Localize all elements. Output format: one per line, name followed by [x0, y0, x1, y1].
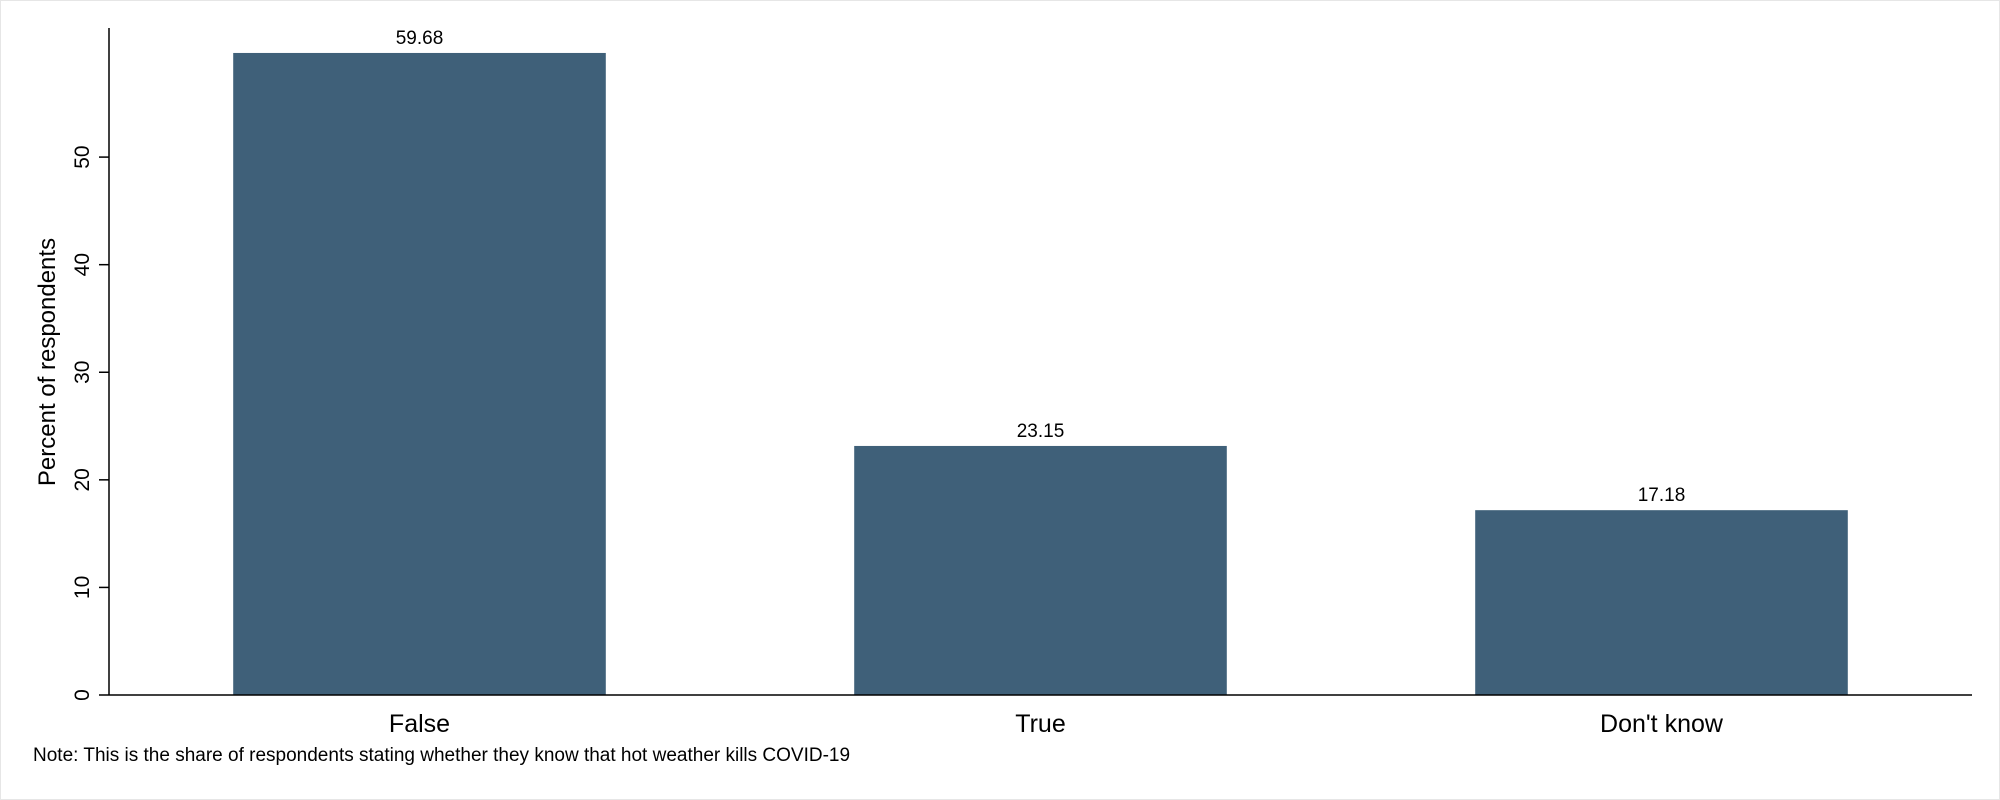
y-axis-title: Percent of respondents	[34, 238, 61, 486]
x-category-label: True	[1015, 710, 1065, 738]
value-labels: 59.68 23.15 17.18	[396, 28, 1686, 506]
bar-value-label: 59.68	[396, 28, 444, 49]
y-tick-label: 10	[71, 576, 94, 599]
bars	[233, 52, 1848, 695]
y-axis-ticks: 0 10 20 30 40 50	[71, 145, 109, 701]
bar	[1475, 510, 1848, 695]
y-tick-label: 0	[71, 689, 94, 701]
bar	[854, 445, 1227, 695]
x-category-label: Don't know	[1600, 710, 1724, 738]
bar	[233, 52, 606, 695]
bar-value-label: 23.15	[1017, 421, 1065, 442]
y-tick-label: 50	[71, 145, 94, 168]
y-tick-label: 20	[71, 468, 94, 491]
y-tick-label: 40	[71, 253, 94, 276]
x-axis-labels: False True Don't know	[389, 710, 1724, 738]
x-category-label: False	[389, 710, 450, 738]
chart-note: Note: This is the share of respondents s…	[33, 745, 850, 766]
bar-value-label: 17.18	[1638, 485, 1686, 506]
y-tick-label: 30	[71, 361, 94, 384]
